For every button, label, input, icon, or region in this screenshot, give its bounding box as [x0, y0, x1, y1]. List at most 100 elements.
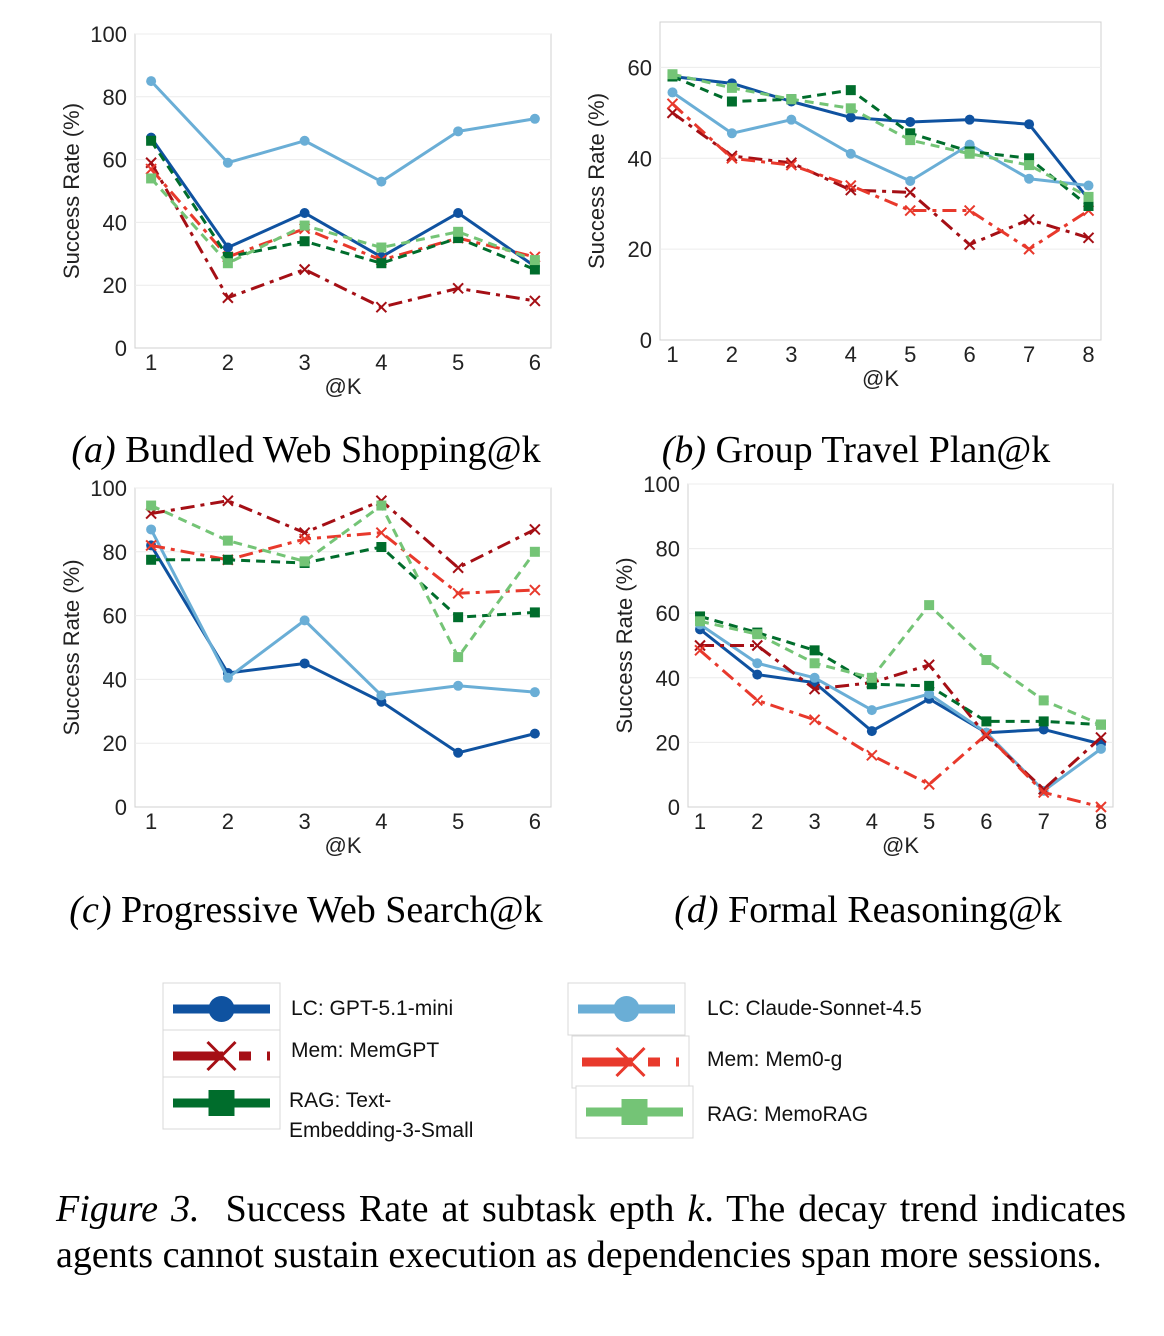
data-point	[1024, 153, 1035, 164]
y-axis-label: Success Rate (%)	[584, 93, 609, 269]
y-tick-label: 40	[656, 666, 680, 691]
data-point	[905, 116, 916, 127]
y-tick-label: 40	[103, 210, 127, 235]
data-point	[375, 526, 388, 539]
data-point	[453, 612, 464, 623]
panel-a: 0 20 40 60 80 100 1 2 3 4 5 6 @K Success Rate (%)	[59, 22, 552, 399]
data-point	[145, 163, 157, 175]
legend-marker	[615, 1046, 646, 1078]
legend-label-line2: Embedding-3-Small	[289, 1119, 473, 1142]
data-point	[751, 694, 764, 707]
x-tick-label: 4	[866, 809, 878, 834]
series-line-lc-claude	[149, 528, 536, 697]
x-tick-label: 4	[375, 809, 387, 834]
x-tick-label: 2	[222, 350, 234, 375]
series-line-rag-text-emb	[151, 545, 535, 619]
data-point	[726, 82, 737, 93]
data-point	[845, 103, 856, 114]
series-rag-memorag	[667, 69, 1094, 202]
data-point	[752, 669, 763, 680]
x-axis-label: @K	[862, 366, 899, 391]
data-point	[1023, 213, 1035, 226]
series-line-rag-text-emb	[699, 614, 1102, 727]
data-point	[924, 688, 935, 699]
caption-a: (a) Bundled Web Shopping@k	[71, 429, 540, 471]
y-tick-label: 0	[668, 795, 680, 820]
y-tick-label: 80	[656, 537, 680, 562]
data-point	[752, 658, 763, 669]
data-point	[667, 87, 678, 98]
data-point	[453, 747, 464, 758]
x-tick-label: 6	[529, 350, 541, 375]
series-line-lc-gpt	[672, 75, 1090, 201]
x-tick-label: 5	[452, 350, 464, 375]
data-point	[222, 292, 234, 304]
data-point	[222, 157, 233, 168]
legend-label: Mem: MemGPT	[291, 1039, 439, 1062]
data-point	[964, 148, 975, 159]
legend-label: RAG: Text-	[289, 1089, 391, 1112]
data-point	[845, 85, 856, 96]
data-point	[453, 680, 464, 691]
legend-label: LC: Claude-Sonnet-4.5	[707, 997, 922, 1020]
y-tick-label: 20	[103, 273, 127, 298]
data-point	[146, 173, 157, 184]
series-rag-text-emb	[146, 135, 540, 275]
data-point	[529, 113, 540, 124]
data-point	[923, 778, 935, 791]
data-point	[299, 220, 310, 231]
series-mem-memgpt	[666, 107, 1095, 251]
data-point	[299, 135, 310, 146]
data-point	[866, 672, 877, 683]
legend-item-lc-gpt: LC: GPT-5.1-mini	[162, 982, 453, 1036]
legend-marker	[208, 1090, 235, 1116]
data-point	[529, 264, 540, 275]
caption-b: (b) Group Travel Plan@k	[662, 429, 1051, 471]
data-point	[904, 186, 916, 199]
series-line-lc-claude	[671, 91, 1089, 188]
y-tick-label: 0	[115, 795, 127, 820]
plot-area-d	[687, 483, 1114, 808]
data-point	[452, 282, 464, 295]
series-line-mem-memgpt	[149, 161, 536, 309]
data-point	[786, 94, 797, 105]
data-point	[146, 76, 157, 87]
data-point	[299, 236, 310, 247]
y-tick-label: 60	[656, 601, 680, 626]
data-point	[963, 204, 976, 217]
y-axis-label: Success Rate (%)	[612, 557, 637, 733]
series-line-mem-mem0g	[149, 168, 536, 262]
panel-b: 0 20 40 60 1 2 3 4 5 6 7 8 @K Success Rate (%)	[584, 21, 1102, 391]
data-point	[866, 749, 878, 762]
series-rag-memorag	[695, 600, 1106, 730]
data-point	[845, 184, 857, 196]
y-tick-label: 0	[115, 336, 127, 361]
data-point	[529, 687, 540, 698]
data-point	[1095, 719, 1106, 730]
data-point	[694, 644, 706, 657]
data-point	[924, 680, 935, 691]
data-point	[964, 114, 975, 125]
data-point	[529, 584, 541, 596]
data-point	[146, 135, 157, 146]
x-tick-label: 2	[751, 809, 763, 834]
series-mem-mem0g	[666, 98, 1095, 255]
x-tick-label: 5	[923, 809, 935, 834]
data-point	[299, 658, 310, 669]
data-point	[1095, 731, 1107, 744]
data-point	[222, 242, 233, 253]
series-lc-claude	[146, 524, 540, 701]
x-tick-label: 8	[1095, 809, 1107, 834]
x-tick-label: 3	[298, 350, 310, 375]
data-point	[1082, 232, 1095, 244]
data-point	[808, 683, 821, 695]
data-point	[299, 556, 310, 567]
data-point	[222, 672, 233, 683]
panel-c: 0 20 40 60 80 100 1 2 3 4 5 6 @K Success Rate (%)	[59, 476, 552, 858]
data-point	[146, 500, 157, 511]
y-tick-label: 100	[643, 472, 680, 497]
y-tick-label: 60	[103, 604, 127, 629]
data-point	[1038, 716, 1049, 727]
legend-marker	[613, 996, 640, 1022]
